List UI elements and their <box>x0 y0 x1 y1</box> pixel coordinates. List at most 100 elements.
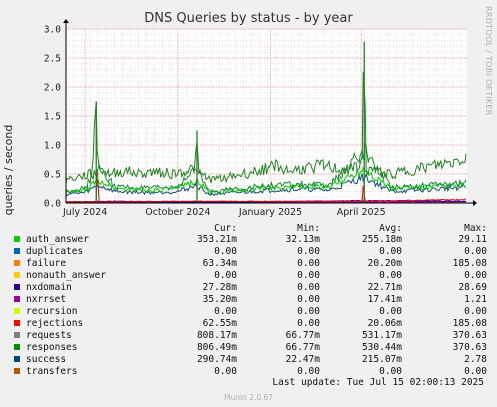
legend-value-min: 0.00 <box>297 270 320 281</box>
legend-header: Min: <box>297 223 320 234</box>
legend-row: duplicates 0.00 0.00 0.00 0.00 <box>12 246 492 258</box>
legend-row: recursion 0.00 0.00 0.00 0.00 <box>12 306 492 318</box>
legend-row: responses 806.49m 66.77m 530.44m 370.63 <box>12 342 492 354</box>
legend-series-name: requests <box>26 330 72 341</box>
legend-value-min: 66.77m <box>285 342 320 353</box>
legend-swatch <box>14 320 20 326</box>
legend-swatch <box>14 236 20 242</box>
legend-header: Max: <box>464 223 487 234</box>
legend-value-cur: 806.49m <box>196 342 237 353</box>
legend-value-avg: 0.00 <box>379 306 402 317</box>
legend-value-max: 185.08 <box>452 258 487 269</box>
legend-value-avg: 0.00 <box>379 246 402 257</box>
legend-row: failure 63.34m 0.00 20.20m 185.08 <box>12 258 492 270</box>
series-line-rejections <box>66 169 467 203</box>
legend-row: nonauth_answer 0.00 0.00 0.00 0.00 <box>12 270 492 282</box>
legend-swatch <box>14 308 20 314</box>
legend-series-name: transfers <box>26 366 78 377</box>
legend-row: nxdomain 27.28m 0.00 22.71m 28.69 <box>12 282 492 294</box>
legend-value-min: 0.00 <box>297 258 320 269</box>
legend-value-cur: 62.55m <box>202 318 237 329</box>
x-axis-arrow <box>473 200 477 206</box>
y-tick-label: 1.0 <box>44 141 61 152</box>
legend-row: transfers 0.00 0.00 0.00 0.00 <box>12 366 492 378</box>
legend-row: nxrrset 35.20m 0.00 17.41m 1.21 <box>12 294 492 306</box>
legend-value-max: 0.00 <box>464 270 487 281</box>
legend-value-min: 66.77m <box>285 330 320 341</box>
legend-value-avg: 0.00 <box>379 270 402 281</box>
legend-value-min: 0.00 <box>297 294 320 305</box>
legend-value-avg: 20.06m <box>367 318 402 329</box>
munin-version: Munin 2.0.67 <box>223 393 274 402</box>
legend-series-name: duplicates <box>26 246 84 257</box>
legend-swatch <box>14 332 20 338</box>
legend-value-max: 1.21 <box>464 294 487 305</box>
legend-swatch <box>14 260 20 266</box>
chart-title: DNS Queries by status - by year <box>144 11 353 26</box>
legend-series-name: nonauth_answer <box>26 270 107 281</box>
legend-row: rejections 62.55m 0.00 20.06m 185.08 <box>12 318 492 330</box>
last-update: Last update: Tue Jul 15 02:00:13 2025 <box>272 377 484 388</box>
legend-value-max: 2.78 <box>464 354 487 365</box>
legend-header: Avg: <box>379 223 402 234</box>
legend-series-name: rejections <box>26 318 84 329</box>
legend-value-min: 22.47m <box>285 354 320 365</box>
x-tick-label: October 2024 <box>145 207 210 218</box>
legend-swatch <box>14 344 20 350</box>
legend-series-name: auth_answer <box>26 234 89 245</box>
legend-value-avg: 20.20m <box>367 258 402 269</box>
x-tick-label: January 2025 <box>238 207 302 218</box>
legend-row: auth_answer 353.21m 32.13m 255.18m 29.11 <box>12 234 492 246</box>
legend-value-avg: 22.71m <box>367 282 402 293</box>
legend-value-min: 32.13m <box>285 234 320 245</box>
legend-value-cur: 808.17m <box>196 330 237 341</box>
legend-series-name: nxdomain <box>26 282 72 293</box>
legend-value-max: 28.69 <box>458 282 487 293</box>
legend-swatch <box>14 296 20 302</box>
legend-value-avg: 215.07m <box>361 354 402 365</box>
x-tick-label: July 2024 <box>62 207 107 218</box>
y-tick-label: 0.0 <box>44 199 61 210</box>
legend-row: success 290.74m 22.47m 215.07m 2.78 <box>12 354 492 366</box>
legend-value-cur: 0.00 <box>214 270 237 281</box>
y-tick-label: 3.0 <box>44 25 61 36</box>
rrdtool-credit: RRDTOOL / TOBI OETIKER <box>484 6 493 116</box>
legend-value-min: 0.00 <box>297 366 320 377</box>
legend-row: requests 808.17m 66.77m 531.17m 370.63 <box>12 330 492 342</box>
legend-series-name: responses <box>26 342 78 353</box>
legend-header: Cur: <box>214 223 237 234</box>
y-tick-label: 2.0 <box>44 83 61 94</box>
legend-swatch <box>14 272 20 278</box>
series-line-requests <box>65 71 467 184</box>
legend-series-name: failure <box>26 258 67 269</box>
series-line-responses <box>65 143 467 195</box>
y-axis-arrow <box>63 19 69 23</box>
x-tick-label: April 2025 <box>337 207 386 218</box>
legend-value-cur: 353.21m <box>196 234 237 245</box>
legend-value-cur: 63.34m <box>202 258 237 269</box>
legend-value-avg: 531.17m <box>361 330 402 341</box>
legend-swatch <box>14 284 20 290</box>
legend-swatch <box>14 248 20 254</box>
series-line-success <box>65 172 467 197</box>
legend-value-min: 0.00 <box>297 282 320 293</box>
legend-value-cur: 0.00 <box>214 246 237 257</box>
legend-value-min: 0.00 <box>297 306 320 317</box>
y-tick-label: 2.5 <box>44 54 61 65</box>
plot-svg: 0.0 0.5 1.0 1.5 2.0 2.5 3.0 July 2024 October 20… <box>44 19 477 218</box>
legend-value-max: 185.08 <box>452 318 487 329</box>
legend-value-avg: 255.18m <box>361 234 402 245</box>
legend-value-max: 0.00 <box>464 306 487 317</box>
legend-value-avg: 530.44m <box>361 342 402 353</box>
legend-value-avg: 0.00 <box>379 366 402 377</box>
legend-value-cur: 0.00 <box>214 366 237 377</box>
legend-value-min: 0.00 <box>297 318 320 329</box>
legend-series-name: recursion <box>26 306 78 317</box>
y-tick-label: 1.5 <box>44 112 61 123</box>
legend-value-avg: 17.41m <box>367 294 402 305</box>
legend-value-cur: 35.20m <box>202 294 237 305</box>
legend-value-max: 0.00 <box>464 366 487 377</box>
legend-value-max: 370.63 <box>452 330 487 341</box>
legend-series-name: nxrrset <box>26 294 67 305</box>
